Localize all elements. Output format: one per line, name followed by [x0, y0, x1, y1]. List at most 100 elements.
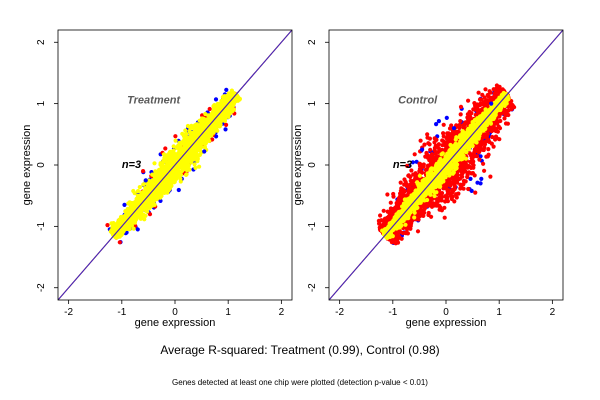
point-series-3: [130, 205, 135, 210]
point-series-3: [115, 221, 120, 226]
point-series-3: [227, 93, 232, 98]
point-series-3: [154, 169, 159, 174]
point-series-3: [135, 213, 140, 219]
point-series-3: [171, 170, 176, 176]
reference-lines: [58, 30, 292, 300]
point-series-2: [510, 102, 515, 107]
x-axis-label: gene expression: [135, 317, 216, 329]
point-series-2: [425, 135, 430, 140]
point-series-2: [452, 184, 457, 189]
point-series-2: [468, 153, 473, 158]
point-series-2: [381, 208, 386, 213]
point-series-3: [127, 219, 132, 224]
point-series-2: [489, 129, 494, 134]
point-series-3: [181, 134, 187, 139]
point-series-3: [190, 150, 195, 155]
point-series-2: [488, 174, 493, 179]
point-series-2: [438, 205, 443, 210]
point-series-2: [442, 205, 447, 210]
point-series-3: [180, 160, 185, 166]
point-series-2: [466, 186, 471, 192]
point-series-3: [198, 119, 203, 124]
point-series-2: [386, 214, 391, 219]
point-series-3: [210, 118, 215, 123]
point-series-3: [129, 222, 134, 228]
point-series-2: [491, 144, 496, 149]
point-series-3: [161, 152, 167, 157]
point-series-3: [156, 176, 161, 181]
point-series-2: [173, 134, 178, 139]
point-series-2: [409, 168, 414, 173]
point-series-2: [445, 188, 450, 193]
point-series-2: [488, 90, 493, 95]
point-series-1: [436, 119, 441, 124]
point-series-3: [120, 230, 125, 235]
point-series-2: [390, 238, 395, 243]
point-series-2: [391, 194, 396, 199]
point-series-2: [441, 122, 446, 127]
point-series-2: [482, 168, 487, 173]
point-series-3: [192, 162, 197, 167]
point-series-3: [152, 198, 157, 203]
point-series-2: [429, 153, 434, 159]
point-series-3: [132, 218, 137, 223]
point-series-3: [195, 156, 200, 161]
point-series-3: [135, 189, 141, 194]
point-series-3: [182, 145, 187, 150]
point-series-2: [418, 138, 423, 143]
point-series-1: [213, 97, 219, 102]
point-series-3: [162, 164, 168, 169]
point-series-1: [214, 134, 219, 139]
y-tick-label: 0: [36, 162, 47, 168]
point-series-3: [178, 179, 183, 184]
point-series-3: [190, 154, 195, 159]
point-series-3: [235, 97, 240, 103]
point-series-3: [145, 209, 150, 214]
point-series-2: [472, 173, 477, 178]
point-series-3: [211, 130, 216, 135]
point-series-3: [228, 103, 233, 108]
point-series-2: [477, 97, 483, 102]
point-series-3: [173, 138, 178, 143]
point-series-3: [183, 128, 188, 133]
point-series-3: [177, 165, 182, 170]
point-series-2: [163, 146, 168, 151]
point-series-2: [398, 180, 403, 185]
point-series-1: [468, 176, 473, 181]
panel-label: Treatment: [127, 95, 181, 107]
point-series-2: [491, 87, 496, 92]
point-series-1: [224, 87, 229, 92]
point-series-3: [151, 184, 156, 190]
point-series-3: [188, 136, 193, 141]
point-series-2: [461, 186, 466, 191]
point-series-3: [125, 210, 130, 215]
point-series-3: [159, 184, 165, 190]
point-series-3: [143, 213, 148, 218]
point-series-2: [147, 212, 153, 217]
point-series-3: [223, 114, 228, 119]
point-series-3: [142, 217, 147, 222]
point-series-3: [123, 215, 128, 220]
point-series-2: [458, 182, 463, 187]
point-series-1: [158, 198, 163, 203]
point-series-3: [184, 172, 189, 177]
point-series-2: [428, 147, 433, 152]
point-series-3: [132, 191, 137, 196]
point-series-2: [429, 162, 434, 168]
point-series-3: [171, 148, 176, 153]
point-series-3: [176, 169, 181, 174]
point-series-3: [137, 185, 142, 190]
point-series-3: [214, 110, 219, 115]
point-outlier: [140, 169, 146, 174]
point-series-3: [181, 166, 186, 171]
point-series-3: [138, 216, 143, 221]
point-series-2: [452, 199, 457, 204]
point-series-2: [480, 92, 485, 97]
point-series-3: [193, 134, 198, 139]
point-series-3: [193, 165, 198, 170]
point-series-2: [446, 139, 451, 144]
point-series-2: [490, 134, 495, 140]
point-series-2: [458, 112, 463, 117]
point-series-2: [434, 144, 439, 149]
